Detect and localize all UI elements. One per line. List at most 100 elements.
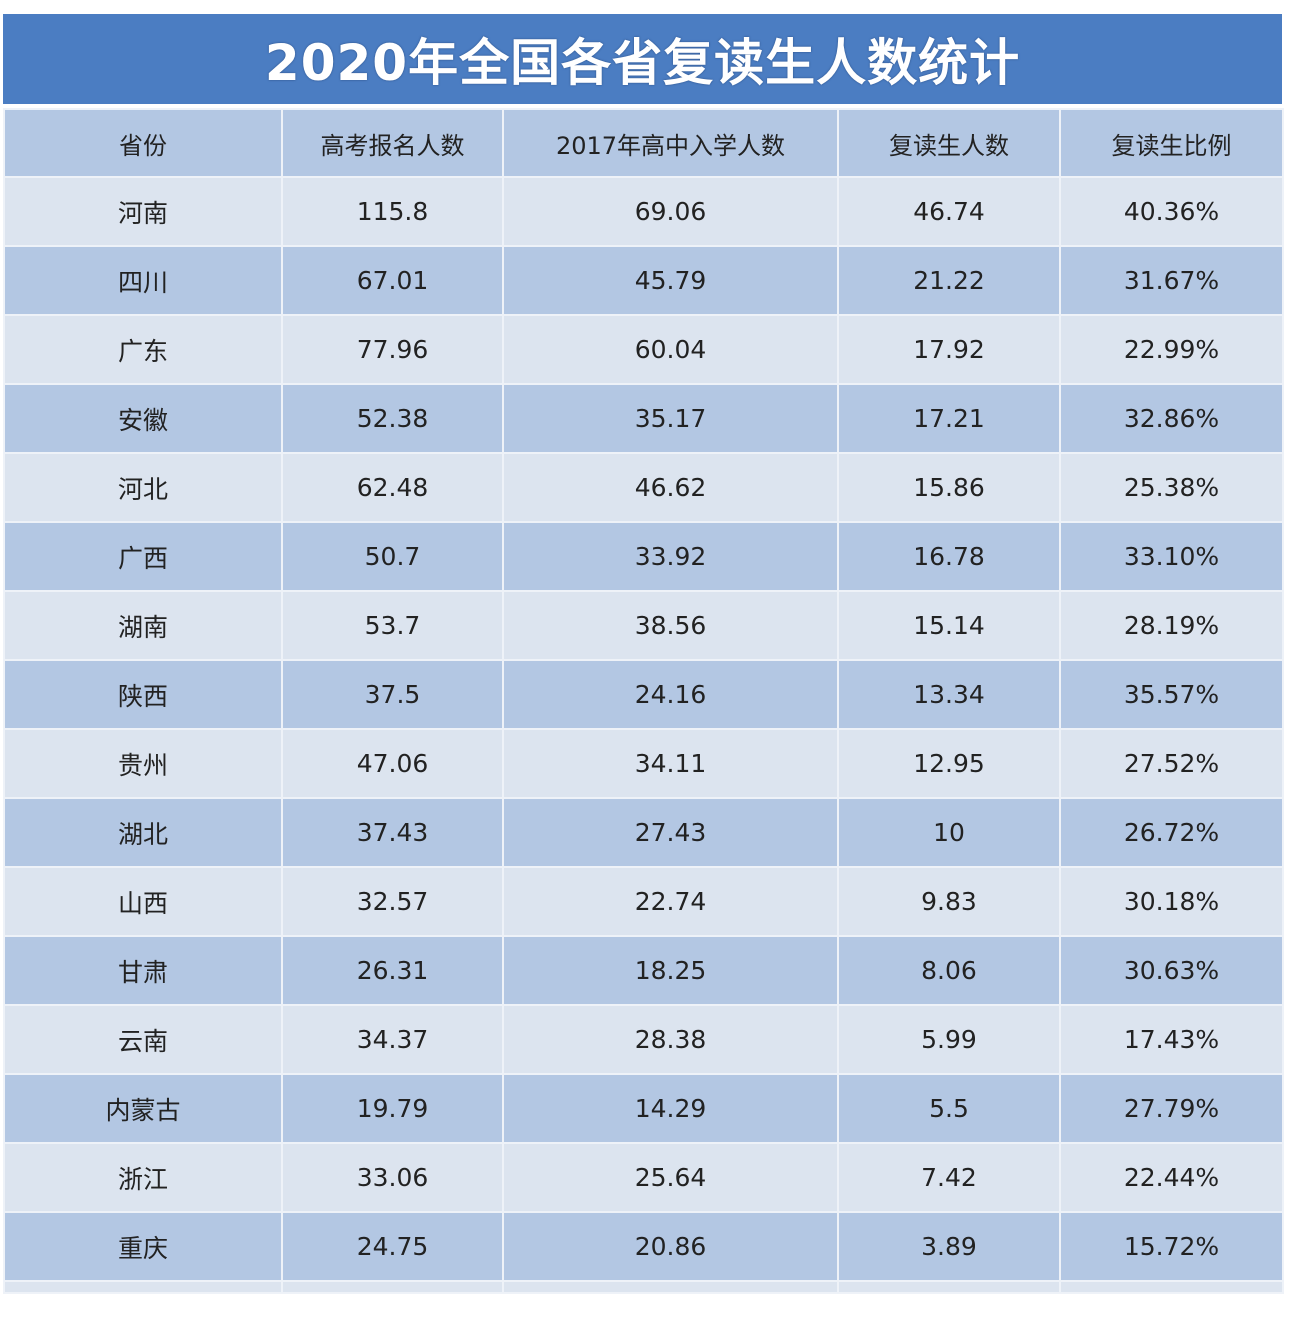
value-cell: 69.06 [502,176,839,247]
province-cell: 广西 [3,521,283,592]
value-cell: 24.16 [502,659,839,730]
table-row: 河北 62.48 46.62 15.86 25.38% [3,452,1284,523]
column-header: 复读生人数 [837,108,1061,178]
value-cell: 38.56 [502,590,839,661]
value-cell: 17.43% [1059,1004,1284,1075]
value-cell: 12.95 [837,728,1061,799]
value-cell: 5.5 [837,1073,1061,1144]
value-cell: 32.86% [1059,383,1284,454]
value-cell: 26.31 [281,935,504,1006]
province-cell: 内蒙古 [3,1073,283,1144]
table-title: 2020年全国各省复读生人数统计 [3,14,1282,104]
value-cell: 3.89 [837,1211,1061,1282]
value-cell: 5.99 [837,1004,1061,1075]
value-cell: 45.79 [502,245,839,316]
table-row: 山西 32.57 22.74 9.83 30.18% [3,866,1284,937]
value-cell: 16.78 [837,521,1061,592]
value-cell: 15.72% [1059,1211,1284,1282]
province-cell: 重庆 [3,1211,283,1282]
value-cell: 13.34 [837,659,1061,730]
table-row: 贵州 47.06 34.11 12.95 27.52% [3,728,1284,799]
value-cell: 33.92 [502,521,839,592]
table-row: 云南 34.37 28.38 5.99 17.43% [3,1004,1284,1075]
value-cell: 17.92 [837,314,1061,385]
province-cell: 甘肃 [3,935,283,1006]
table-row: 湖南 53.7 38.56 15.14 28.19% [3,590,1284,661]
value-cell: 32.57 [281,866,504,937]
value-cell: 115.8 [281,176,504,247]
column-header: 2017年高中入学人数 [502,108,839,178]
value-cell: 33.06 [281,1142,504,1213]
value-cell: 47.06 [281,728,504,799]
value-cell: 28.38 [502,1004,839,1075]
empty-cell [502,1280,839,1294]
value-cell: 40.36% [1059,176,1284,247]
value-cell: 60.04 [502,314,839,385]
table-row: 四川 67.01 45.79 21.22 31.67% [3,245,1284,316]
value-cell: 62.48 [281,452,504,523]
column-header: 高考报名人数 [281,108,504,178]
value-cell: 46.74 [837,176,1061,247]
table-row: 浙江 33.06 25.64 7.42 22.44% [3,1142,1284,1213]
value-cell: 20.86 [502,1211,839,1282]
value-cell: 9.83 [837,866,1061,937]
value-cell: 27.79% [1059,1073,1284,1144]
value-cell: 21.22 [837,245,1061,316]
province-cell: 四川 [3,245,283,316]
value-cell: 18.25 [502,935,839,1006]
value-cell: 10 [837,797,1061,868]
value-cell: 77.96 [281,314,504,385]
value-cell: 53.7 [281,590,504,661]
province-cell: 安徽 [3,383,283,454]
province-cell: 湖南 [3,590,283,661]
table-row: 安徽 52.38 35.17 17.21 32.86% [3,383,1284,454]
repeat-students-table: 省份 高考报名人数 2017年高中入学人数 复读生人数 复读生比例 河南 115.8 69.… [3,108,1284,1294]
value-cell: 34.37 [281,1004,504,1075]
value-cell: 50.7 [281,521,504,592]
value-cell: 67.01 [281,245,504,316]
value-cell: 27.43 [502,797,839,868]
province-cell: 云南 [3,1004,283,1075]
province-cell: 河北 [3,452,283,523]
value-cell: 24.75 [281,1211,504,1282]
table-row: 广东 77.96 60.04 17.92 22.99% [3,314,1284,385]
table-row: 重庆 24.75 20.86 3.89 15.72% [3,1211,1284,1282]
column-header: 省份 [3,108,283,178]
value-cell: 27.52% [1059,728,1284,799]
table-row: 河南 115.8 69.06 46.74 40.36% [3,176,1284,247]
value-cell: 25.64 [502,1142,839,1213]
province-cell: 贵州 [3,728,283,799]
value-cell: 30.63% [1059,935,1284,1006]
province-cell: 浙江 [3,1142,283,1213]
value-cell: 37.43 [281,797,504,868]
value-cell: 35.17 [502,383,839,454]
value-cell: 33.10% [1059,521,1284,592]
province-cell: 山西 [3,866,283,937]
value-cell: 26.72% [1059,797,1284,868]
value-cell: 52.38 [281,383,504,454]
table-row: 陕西 37.5 24.16 13.34 35.57% [3,659,1284,730]
province-cell: 广东 [3,314,283,385]
value-cell: 15.14 [837,590,1061,661]
column-header: 复读生比例 [1059,108,1284,178]
partial-row [3,1280,1284,1294]
value-cell: 28.19% [1059,590,1284,661]
value-cell: 17.21 [837,383,1061,454]
value-cell: 7.42 [837,1142,1061,1213]
empty-cell [3,1280,283,1294]
value-cell: 22.99% [1059,314,1284,385]
table-row: 甘肃 26.31 18.25 8.06 30.63% [3,935,1284,1006]
empty-cell [837,1280,1061,1294]
value-cell: 37.5 [281,659,504,730]
table-row: 湖北 37.43 27.43 10 26.72% [3,797,1284,868]
province-cell: 湖北 [3,797,283,868]
value-cell: 22.44% [1059,1142,1284,1213]
value-cell: 8.06 [837,935,1061,1006]
value-cell: 22.74 [502,866,839,937]
value-cell: 46.62 [502,452,839,523]
value-cell: 14.29 [502,1073,839,1144]
empty-cell [1059,1280,1284,1294]
value-cell: 35.57% [1059,659,1284,730]
table-row: 广西 50.7 33.92 16.78 33.10% [3,521,1284,592]
value-cell: 19.79 [281,1073,504,1144]
